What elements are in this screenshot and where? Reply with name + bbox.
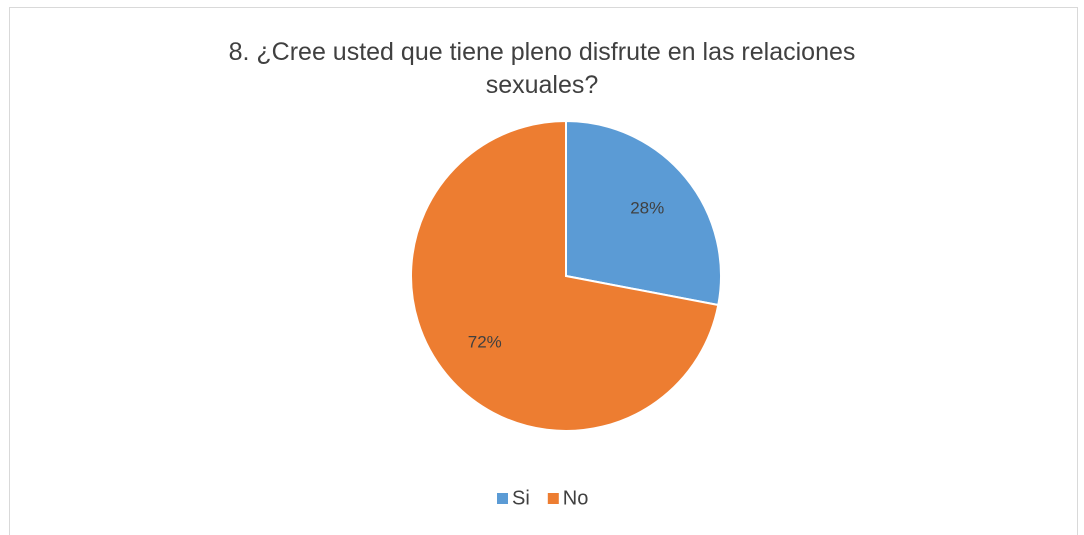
legend-label: Si <box>512 487 530 509</box>
chart-border <box>9 7 1078 535</box>
legend-label: No <box>563 487 589 509</box>
pie-slice <box>410 119 720 432</box>
legend-swatch <box>497 493 508 504</box>
pie-slice <box>565 119 722 307</box>
chart-title: 8. ¿Cree usted que tiene pleno disfrute … <box>228 38 856 99</box>
legend-swatch <box>547 493 559 504</box>
data-label: 28% <box>630 198 664 217</box>
data-label: 72% <box>468 333 502 352</box>
